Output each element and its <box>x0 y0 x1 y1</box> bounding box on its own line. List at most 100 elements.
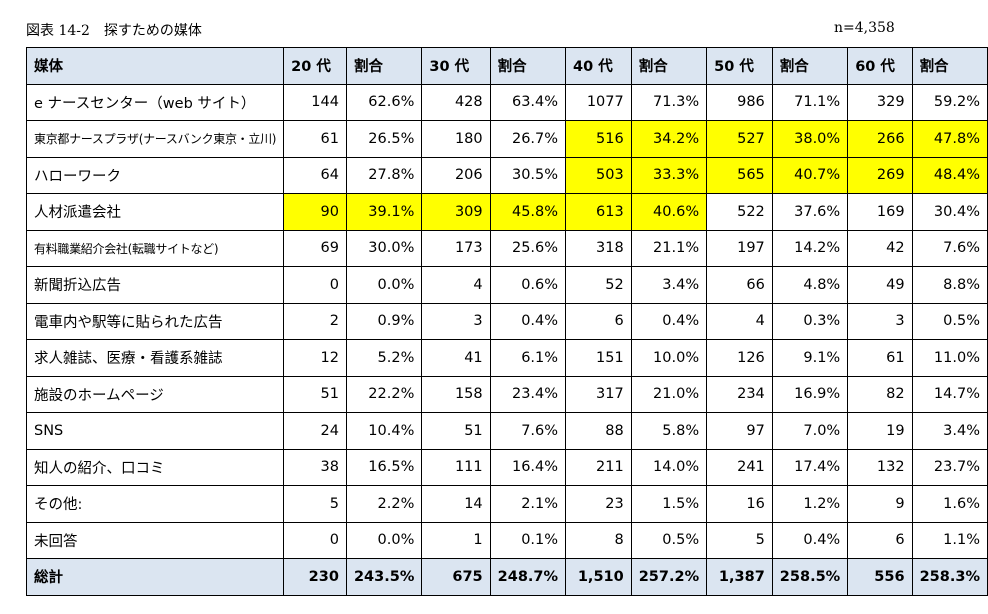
count-cell: 69 <box>283 229 347 267</box>
count-cell: 2 <box>283 302 347 340</box>
count-cell: 6 <box>565 302 632 340</box>
header-cell: 割合 <box>911 47 988 85</box>
total-percent-cell: 248.7% <box>489 558 567 596</box>
count-cell: 151 <box>565 339 632 377</box>
count-cell: 6 <box>847 521 913 559</box>
count-cell: 66 <box>706 266 773 304</box>
count-cell: 61 <box>283 120 347 158</box>
table-row: 知人の紹介、口コミ 38 16.5% 111 16.4% 211 14.0% 241 17.4%… <box>25 448 988 486</box>
percent-cell: 0.0% <box>345 521 423 559</box>
count-cell: 88 <box>565 412 632 450</box>
count-cell: 16 <box>706 485 773 523</box>
count-cell: 12 <box>283 339 347 377</box>
percent-cell: 0.3% <box>771 302 849 340</box>
percent-cell: 4.8% <box>771 266 849 304</box>
percent-cell: 1.6% <box>911 485 988 523</box>
percent-cell: 9.1% <box>771 339 849 377</box>
total-percent-cell: 257.2% <box>630 558 708 596</box>
percent-cell: 26.5% <box>345 120 423 158</box>
count-cell: 64 <box>283 156 347 194</box>
count-cell: 0 <box>283 266 347 304</box>
header-cell: 割合 <box>489 47 567 85</box>
percent-cell: 38.0% <box>771 120 849 158</box>
count-cell: 52 <box>565 266 632 304</box>
sample-size: n=4,358 <box>834 20 895 36</box>
percent-cell: 11.0% <box>911 339 988 377</box>
total-percent-cell: 243.5% <box>345 558 423 596</box>
total-label: 総計 <box>25 558 285 596</box>
count-cell: 428 <box>421 83 491 121</box>
count-cell: 51 <box>283 375 347 413</box>
percent-cell: 45.8% <box>489 193 567 231</box>
total-count-cell: 556 <box>847 558 913 596</box>
row-label: 新聞折込広告 <box>25 266 285 304</box>
percent-cell: 40.7% <box>771 156 849 194</box>
row-label: 有料職業紹介会社(転職サイトなど) <box>25 229 285 267</box>
percent-cell: 1.1% <box>911 521 988 559</box>
table-row: その他: 5 2.2% 14 2.1% 23 1.5% 16 1.2% 9 1.6% <box>25 485 988 523</box>
row-label: 知人の紹介、口コミ <box>25 448 285 486</box>
percent-cell: 14.0% <box>630 448 708 486</box>
count-cell: 61 <box>847 339 913 377</box>
table-row: 新聞折込広告 0 0.0% 4 0.6% 52 3.4% 66 4.8% 49 8.8% <box>25 266 988 304</box>
percent-cell: 0.9% <box>345 302 423 340</box>
percent-cell: 5.8% <box>630 412 708 450</box>
count-cell: 329 <box>847 83 913 121</box>
row-label: 電車内や駅等に貼られた広告 <box>25 302 285 340</box>
row-label: e ナースセンター（web サイト） <box>25 83 285 121</box>
total-count-cell: 675 <box>421 558 491 596</box>
count-cell: 97 <box>706 412 773 450</box>
table-row: 東京都ナースプラザ(ナースバンク東京・立川) 61 26.5% 180 26.7% 516… <box>25 120 988 158</box>
count-cell: 41 <box>421 339 491 377</box>
percent-cell: 6.1% <box>489 339 567 377</box>
percent-cell: 5.2% <box>345 339 423 377</box>
count-cell: 266 <box>847 120 913 158</box>
header-cell: 割合 <box>345 47 423 85</box>
percent-cell: 71.1% <box>771 83 849 121</box>
count-cell: 318 <box>565 229 632 267</box>
percent-cell: 1.5% <box>630 485 708 523</box>
count-cell: 5 <box>706 521 773 559</box>
row-label: 施設のホームページ <box>25 375 285 413</box>
count-cell: 0 <box>283 521 347 559</box>
count-cell: 5 <box>283 485 347 523</box>
percent-cell: 30.5% <box>489 156 567 194</box>
percent-cell: 71.3% <box>630 83 708 121</box>
row-label: 人材派遣会社 <box>25 193 285 231</box>
percent-cell: 17.4% <box>771 448 849 486</box>
total-percent-cell: 258.3% <box>911 558 988 596</box>
percent-cell: 40.6% <box>630 193 708 231</box>
total-count-cell: 1,510 <box>565 558 632 596</box>
count-cell: 986 <box>706 83 773 121</box>
total-count-cell: 1,387 <box>706 558 773 596</box>
percent-cell: 1.2% <box>771 485 849 523</box>
percent-cell: 8.8% <box>911 266 988 304</box>
count-cell: 38 <box>283 448 347 486</box>
percent-cell: 0.5% <box>630 521 708 559</box>
count-cell: 527 <box>706 120 773 158</box>
count-cell: 3 <box>847 302 913 340</box>
percent-cell: 0.0% <box>345 266 423 304</box>
percent-cell: 10.0% <box>630 339 708 377</box>
percent-cell: 16.9% <box>771 375 849 413</box>
count-cell: 269 <box>847 156 913 194</box>
count-cell: 197 <box>706 229 773 267</box>
percent-cell: 7.0% <box>771 412 849 450</box>
row-label: 求人雑誌、医療・看護系雑誌 <box>25 339 285 377</box>
table-row: 求人雑誌、医療・看護系雑誌 12 5.2% 41 6.1% 151 10.0% 126 9.1%… <box>25 339 988 377</box>
count-cell: 14 <box>421 485 491 523</box>
count-cell: 241 <box>706 448 773 486</box>
table-row: SNS 24 10.4% 51 7.6% 88 5.8% 97 7.0% 19 3.4% <box>25 412 988 450</box>
header-cell: 30 代 <box>421 47 491 85</box>
header-cell: 60 代 <box>847 47 913 85</box>
count-cell: 4 <box>706 302 773 340</box>
table-row: 有料職業紹介会社(転職サイトなど) 69 30.0% 173 25.6% 318 21.1%… <box>25 229 988 267</box>
count-cell: 8 <box>565 521 632 559</box>
percent-cell: 0.6% <box>489 266 567 304</box>
count-cell: 522 <box>706 193 773 231</box>
count-cell: 42 <box>847 229 913 267</box>
count-cell: 82 <box>847 375 913 413</box>
count-cell: 19 <box>847 412 913 450</box>
count-cell: 3 <box>421 302 491 340</box>
header-cell: 40 代 <box>565 47 632 85</box>
